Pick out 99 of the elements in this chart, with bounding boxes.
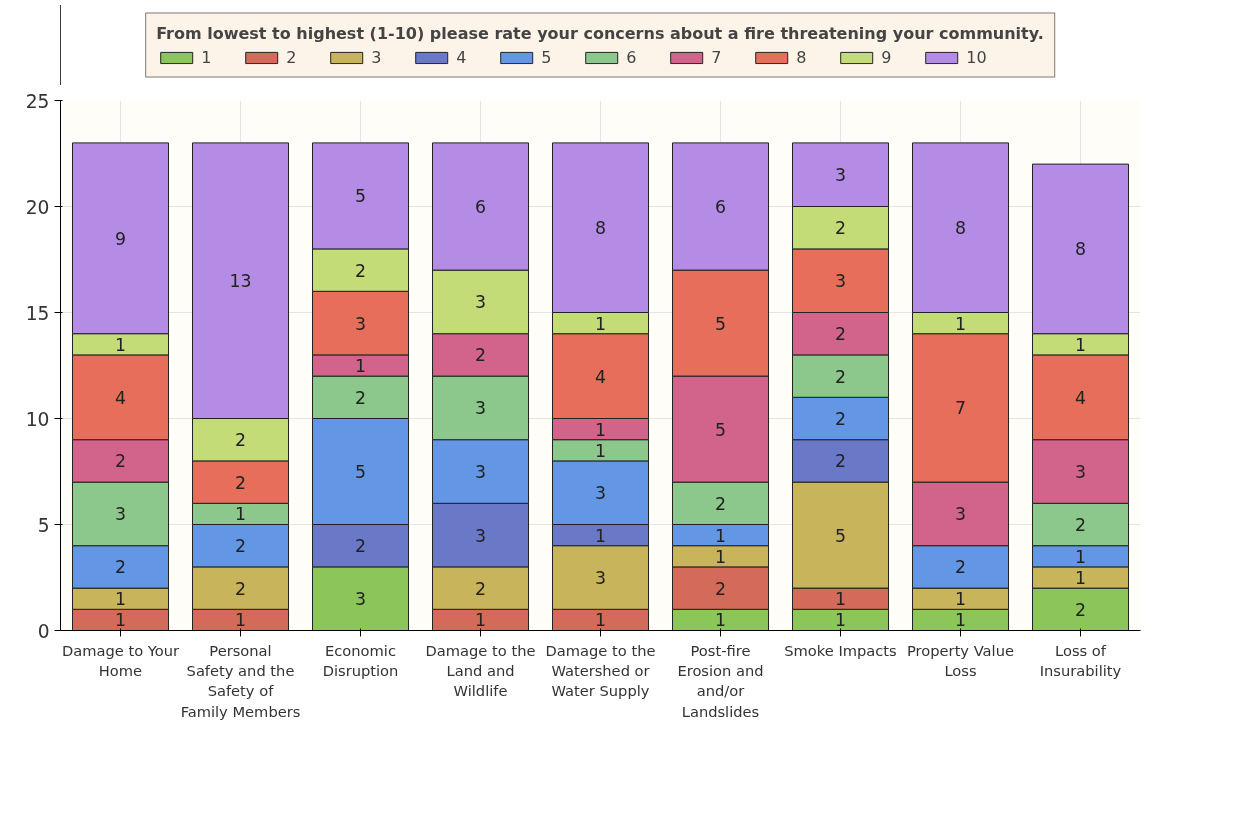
data-label: 3: [834, 165, 847, 186]
legend-label: 4: [456, 47, 468, 67]
data-label: 3: [354, 313, 367, 334]
data-label: 2: [954, 557, 967, 578]
x-tick-label: Damage to Your Home: [61, 641, 181, 679]
data-label: 3: [474, 292, 487, 313]
data-label: 3: [474, 462, 487, 482]
data-label: 9: [114, 228, 127, 249]
legend-label: 10: [966, 47, 987, 67]
x-tick-label: Damage to the Watershed or Water Supply: [545, 641, 656, 700]
data-label: 2: [834, 366, 847, 387]
data-label: 1: [954, 610, 967, 631]
data-label: 2: [474, 345, 487, 366]
data-label: 3: [474, 525, 487, 546]
data-label: 1: [1074, 546, 1087, 567]
data-label: 1: [594, 313, 607, 334]
data-label: 3: [954, 504, 967, 525]
data-label: 2: [834, 451, 847, 472]
data-label: 3: [594, 568, 607, 588]
data-label: 7: [954, 398, 967, 419]
data-label: 1: [834, 589, 847, 610]
data-label: 2: [234, 578, 247, 599]
legend-label: 3: [371, 47, 383, 67]
data-label: 2: [114, 451, 127, 472]
data-label: 2: [834, 409, 847, 429]
x-tick-label: Smoke Impacts: [784, 641, 897, 659]
data-label: 1: [594, 610, 607, 631]
legend-label: 7: [711, 47, 723, 67]
data-label: 3: [474, 398, 487, 419]
data-label: 2: [834, 324, 847, 345]
data-label: 2: [1074, 515, 1087, 535]
x-tick-label: Economic Disruption: [322, 641, 399, 679]
data-label: 5: [714, 419, 727, 440]
data-label: 5: [834, 525, 847, 546]
data-label: 1: [594, 525, 607, 546]
data-label: 5: [714, 313, 727, 334]
data-label: 2: [354, 387, 367, 408]
legend-label: 8: [796, 47, 808, 67]
data-label: 1: [234, 504, 247, 525]
data-label: 3: [834, 271, 847, 292]
data-label: 8: [594, 218, 607, 239]
data-label: 4: [1074, 387, 1087, 408]
legend-label: 5: [541, 47, 553, 67]
data-label: 3: [354, 589, 367, 610]
data-label: 2: [834, 218, 847, 239]
legend-label: 2: [286, 47, 298, 67]
data-label: 2: [234, 472, 247, 493]
data-label: 3: [1074, 462, 1087, 482]
data-label: 1: [954, 313, 967, 334]
x-tick-label: Loss of Insurability: [1039, 641, 1122, 679]
data-label: 1: [354, 356, 367, 376]
data-label: 2: [114, 557, 127, 578]
y-tick-label: 5: [37, 514, 50, 536]
data-label: 1: [594, 419, 607, 440]
data-label: 2: [234, 536, 247, 557]
data-label: 2: [714, 578, 727, 599]
legend-label: 9: [881, 47, 893, 67]
data-label: 6: [714, 197, 727, 217]
data-label: 1: [714, 525, 727, 546]
data-label: 1: [114, 589, 127, 610]
data-label: 2: [1074, 599, 1087, 620]
data-label: 1: [714, 610, 727, 631]
data-label: 1: [1074, 568, 1087, 588]
data-label: 2: [354, 536, 367, 557]
data-label: 2: [714, 493, 727, 514]
data-label: 1: [714, 546, 727, 567]
legend-label: 1: [201, 47, 213, 67]
y-tick-label: 10: [25, 408, 50, 430]
data-label: 5: [354, 462, 367, 482]
x-tick-label: Post-fire Erosion and and/or Landslides: [677, 641, 764, 720]
data-label: 1: [834, 610, 847, 631]
data-label: 2: [234, 430, 247, 451]
y-tick-label: 25: [25, 90, 50, 112]
data-label: 1: [114, 334, 127, 355]
data-label: 1: [114, 610, 127, 631]
data-label: 1: [594, 440, 607, 461]
data-label: 4: [114, 387, 127, 408]
data-label: 2: [354, 260, 367, 281]
data-label: 2: [474, 578, 487, 599]
x-tick-label: Property Value Loss: [907, 641, 1014, 679]
legend-title: From lowest to highest (1-10) please rate your concerns about a fire threatening your community.: [156, 23, 1044, 43]
data-label: 3: [114, 504, 127, 525]
data-label: 3: [594, 483, 607, 504]
legend-label: 6: [626, 47, 638, 67]
data-label: 13: [229, 271, 252, 292]
data-label: 4: [594, 366, 607, 387]
x-tick-label: Personal Safety and the Safety of Family Members: [180, 641, 301, 720]
x-tick-label: Damage to the Land and Wildlife: [425, 641, 536, 700]
y-tick-label: 0: [37, 620, 50, 642]
data-label: 1: [234, 610, 247, 631]
data-label: 1: [1074, 334, 1087, 355]
data-label: 5: [354, 186, 367, 207]
data-label: 6: [474, 197, 487, 217]
data-label: 8: [954, 218, 967, 239]
data-label: 1: [474, 610, 487, 631]
y-tick-label: 15: [25, 302, 50, 324]
data-label: 8: [1074, 239, 1087, 260]
y-tick-label: 20: [25, 196, 50, 218]
data-label: 1: [954, 589, 967, 610]
